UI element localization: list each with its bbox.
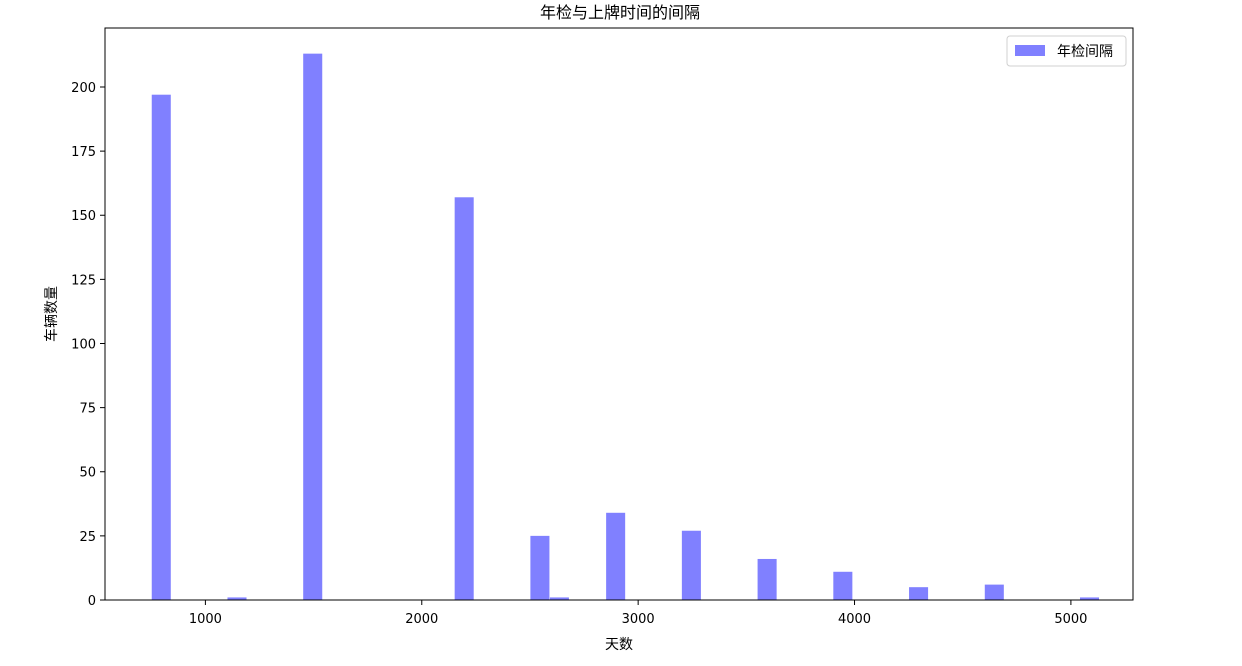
x-tick-label: 5000 [1054,612,1087,627]
histogram-bar [303,53,323,600]
x-axis-title: 天数 [605,637,633,653]
legend-box [1006,35,1127,67]
bars-group [151,53,1100,601]
histogram-bar [984,584,1004,600]
legend-label: 年检间隔 [1057,44,1113,60]
chart-title: 年检与上牌时间的间隔 [540,3,700,22]
x-tick-label: 1000 [189,612,222,627]
histogram-bar [1079,597,1100,600]
plot-frame [104,27,1134,601]
histogram-bar [681,530,701,600]
y-tick-label: 125 [71,273,96,288]
y-tick-label: 175 [71,145,96,160]
x-tick-label: 3000 [622,612,655,627]
histogram-bar [151,94,171,600]
legend-swatch [1015,45,1045,56]
histogram-bar [757,558,777,600]
y-tick-label: 50 [79,466,96,481]
histogram-bar [530,535,550,600]
histogram-bar [909,587,929,600]
y-axis-ticks: 0 25 50 75 100 125 150 175 200 [71,81,105,609]
y-tick-label: 75 [79,402,96,417]
histogram-bar [549,597,569,600]
y-tick-label: 150 [71,209,96,224]
y-tick-label: 200 [71,81,96,96]
y-tick-label: 25 [79,530,96,545]
y-axis-title: 车辆数量 [43,286,60,342]
histogram-bar [833,571,853,600]
histogram-bar [606,512,626,600]
x-axis-ticks: 1000 2000 3000 4000 5000 [189,600,1087,627]
y-tick-label: 0 [88,594,96,609]
x-tick-label: 4000 [838,612,871,627]
y-tick-label: 100 [71,337,96,352]
histogram-bar [227,597,247,600]
histogram-bar [454,197,474,601]
legend: 年检间隔 [1006,35,1127,67]
x-tick-label: 2000 [405,612,438,627]
